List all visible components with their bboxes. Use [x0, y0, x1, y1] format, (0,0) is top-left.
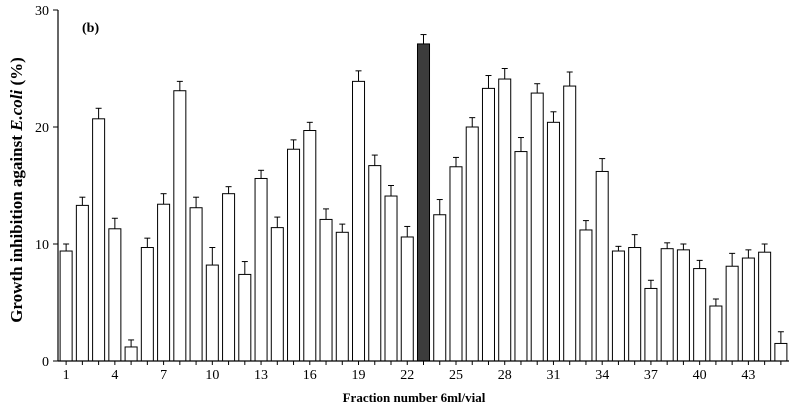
bar-fraction-31: [546, 121, 560, 362]
x-axis-title: Fraction number 6ml/vial: [343, 390, 486, 405]
labels-layer: (b) Fraction number 6ml/vial Growth inhi…: [7, 21, 486, 405]
x-tick-label-25: 25: [449, 368, 463, 383]
bar-fraction-32: [563, 85, 577, 362]
bar-fraction-7: [157, 203, 171, 362]
bar-fraction-2: [75, 204, 89, 362]
bar-fraction-6: [140, 247, 154, 362]
x-tick-label-43: 43: [741, 368, 755, 383]
x-tick-label-28: 28: [498, 368, 512, 383]
bar-fraction-38: [660, 248, 674, 362]
x-tick-label-1: 1: [63, 368, 70, 383]
x-tick-label-13: 13: [254, 368, 268, 383]
y-axis-title: Growth inhibition against E.coli (%): [7, 57, 26, 323]
bar-fraction-34: [595, 170, 609, 362]
bar-fraction-35: [611, 250, 625, 362]
x-tick-label-4: 4: [111, 368, 118, 383]
y-tick-label-20: 20: [35, 121, 49, 136]
x-tick-label-22: 22: [400, 368, 414, 383]
x-tick-label-7: 7: [160, 368, 167, 383]
bars-layer: [59, 34, 788, 362]
y-tick-label-10: 10: [35, 238, 49, 253]
y-axis-title-main: Growth inhibition against: [7, 131, 26, 323]
bar-fraction-4: [108, 228, 122, 362]
bar-fraction-19: [352, 80, 366, 362]
bar-fraction-45: [774, 342, 788, 362]
bar-fraction-25: [449, 166, 463, 362]
bar-fraction-17: [319, 218, 333, 362]
bar-fraction-3: [92, 118, 106, 362]
bar-fraction-23: [416, 43, 431, 362]
bar-fraction-30: [530, 92, 544, 362]
bar-fraction-21: [384, 195, 398, 362]
bar-fraction-15: [287, 148, 301, 362]
y-axis-title-organism: E.coli: [7, 90, 26, 132]
bar-fraction-42: [725, 265, 739, 362]
bar-fraction-5: [124, 346, 138, 362]
bar-fraction-20: [368, 165, 382, 362]
panel-label: (b): [82, 21, 99, 36]
x-tick-label-10: 10: [205, 368, 219, 383]
y-axis-title-unit: (%): [7, 57, 26, 90]
x-tick-label-16: 16: [303, 368, 317, 383]
bar-fraction-41: [709, 305, 723, 362]
bar-fraction-37: [644, 287, 658, 362]
bar-fraction-18: [335, 231, 349, 362]
bar-fraction-29: [514, 151, 528, 362]
axes-layer: 0 10 20 30 1 4 7 10 13 16 19 22 25 28 31 34 37 40 43: [35, 4, 789, 383]
x-tick-label-31: 31: [546, 368, 560, 383]
bar-fraction-28: [498, 78, 512, 362]
bar-fraction-11: [222, 193, 236, 362]
bar-fraction-24: [433, 214, 447, 362]
bar-fraction-40: [693, 268, 707, 362]
bar-fraction-33: [579, 229, 593, 362]
bar-fraction-12: [238, 273, 252, 362]
bar-fraction-16: [303, 130, 317, 362]
x-tick-label-34: 34: [595, 368, 609, 383]
bar-fraction-13: [254, 177, 268, 362]
bar-fraction-9: [189, 207, 203, 362]
bar-fraction-27: [481, 87, 495, 362]
x-tick-label-37: 37: [644, 368, 658, 383]
x-tick-label-40: 40: [693, 368, 707, 383]
bar-fraction-14: [270, 227, 284, 362]
bar-fraction-39: [676, 249, 690, 362]
bar-fraction-44: [758, 251, 772, 362]
y-tick-label-30: 30: [35, 4, 49, 19]
bar-fraction-43: [741, 257, 755, 362]
bar-fraction-1: [59, 250, 73, 362]
bar-fraction-10: [205, 264, 219, 362]
bar-fraction-26: [465, 126, 479, 362]
x-tick-label-19: 19: [352, 368, 366, 383]
bar-fraction-36: [628, 247, 642, 362]
bar-fraction-8: [173, 90, 187, 362]
bar-fraction-22: [400, 236, 414, 362]
y-tick-label-0: 0: [42, 355, 49, 370]
